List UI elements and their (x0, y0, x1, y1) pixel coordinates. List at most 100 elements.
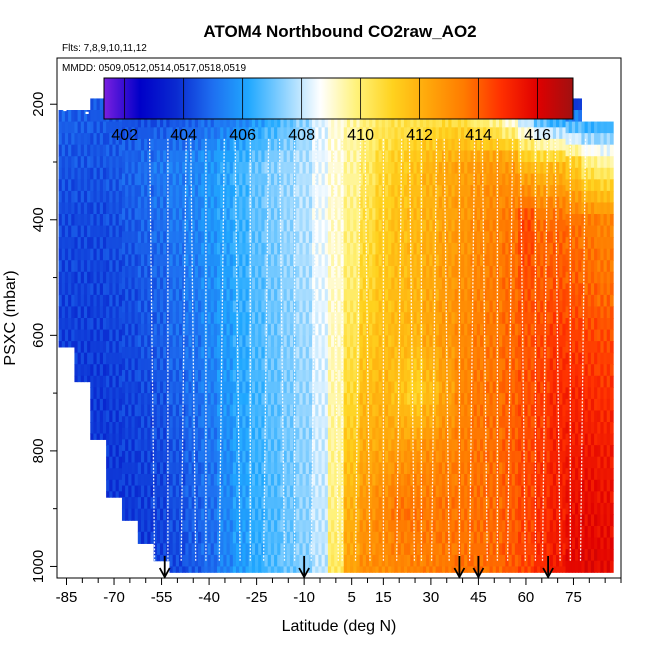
heatmap-cell (220, 462, 224, 475)
heatmap-cell (318, 497, 323, 510)
heatmap-cell (391, 277, 396, 290)
heatmap-cell (226, 289, 231, 302)
heatmap-cell (217, 474, 221, 487)
heatmap-cell (58, 225, 63, 238)
heatmap-cell (324, 450, 329, 464)
heatmap-cell (277, 508, 281, 521)
heatmap-cell (204, 404, 209, 417)
heatmap-cell (403, 150, 408, 163)
heatmap-cell (251, 289, 256, 302)
heatmap-cell (365, 254, 370, 267)
heatmap-cell (277, 162, 281, 175)
heatmap-cell (296, 508, 300, 521)
heatmap-cell (191, 254, 196, 267)
heatmap-cell (448, 554, 453, 568)
heatmap-cell (407, 543, 411, 556)
heatmap-cell (226, 138, 231, 152)
heatmap-cell (293, 566, 297, 573)
heatmap-cell (274, 219, 278, 232)
heatmap-cell (207, 185, 212, 198)
heatmap-cell (236, 474, 240, 487)
heatmap-cell (191, 208, 196, 221)
heatmap-cell (350, 277, 354, 290)
heatmap-cell (432, 219, 437, 232)
heatmap-cell (248, 335, 253, 348)
heatmap-cell (93, 214, 98, 227)
heatmap-cell (331, 427, 335, 440)
heatmap-cell (159, 231, 164, 244)
heatmap-cell (299, 543, 304, 556)
heatmap-cell (109, 248, 114, 261)
heatmap-cell (201, 485, 205, 498)
heatmap-cell (185, 381, 190, 394)
heatmap-cell (264, 508, 269, 521)
heatmap-cell (372, 404, 377, 417)
heatmap-cell (182, 520, 186, 533)
heatmap-cell (255, 185, 259, 198)
heatmap-cell (115, 202, 120, 215)
heatmap-cell (365, 439, 370, 452)
heatmap-cell (391, 300, 396, 313)
heatmap-cell (131, 474, 136, 487)
heatmap-cell (394, 439, 399, 452)
heatmap-cell (305, 138, 310, 152)
heatmap-cell (308, 474, 313, 487)
heatmap-cell (362, 381, 367, 394)
heatmap-cell (315, 370, 320, 383)
heatmap-cell (372, 150, 377, 163)
heatmap-cell (346, 427, 351, 440)
heatmap-cell (283, 508, 288, 521)
heatmap-cell (302, 289, 307, 302)
heatmap-cell (372, 277, 377, 290)
heatmap-cell (80, 306, 85, 319)
heatmap-cell (331, 173, 335, 186)
heatmap-cell (438, 312, 443, 325)
heatmap-cell (413, 497, 418, 510)
heatmap-cell (226, 439, 231, 452)
heatmap-cell (144, 242, 148, 256)
heatmap-cell (83, 144, 88, 157)
heatmap-cell (175, 497, 180, 510)
heatmap-cell (445, 370, 449, 383)
heatmap-cell (331, 450, 335, 464)
heatmap-cell (236, 543, 240, 556)
heatmap-cell (286, 474, 291, 487)
heatmap-cell (343, 185, 348, 198)
heatmap-cell (391, 393, 396, 406)
heatmap-cell (204, 219, 209, 232)
heatmap-cell (359, 185, 364, 198)
heatmap-cell (340, 439, 345, 452)
heatmap-cell (201, 508, 205, 521)
heatmap-cell (286, 300, 291, 313)
heatmap-cell (99, 294, 104, 308)
heatmap-cell (210, 289, 215, 302)
heatmap-cell (232, 566, 237, 573)
heatmap-cell (90, 179, 95, 192)
heatmap-cell (182, 439, 186, 452)
heatmap-cell (236, 300, 240, 313)
heatmap-cell (277, 531, 281, 544)
heatmap-cell (261, 346, 266, 360)
heatmap-cell (426, 127, 430, 140)
heatmap-cell (327, 404, 332, 417)
heatmap-cell (175, 162, 180, 175)
heatmap-cell (115, 398, 120, 412)
heatmap-cell (239, 427, 243, 440)
heatmap-cell (305, 300, 310, 313)
heatmap-cell (327, 208, 332, 221)
heatmap-cell (150, 277, 155, 290)
heatmap-cell (74, 190, 79, 204)
heatmap-cell (359, 208, 364, 221)
heatmap-cell (264, 497, 269, 510)
heatmap-cell (258, 427, 262, 440)
heatmap-cell (58, 167, 63, 180)
heatmap-cell (410, 242, 415, 256)
heatmap-cell (340, 404, 345, 417)
heatmap-cell (121, 138, 126, 152)
heatmap-cell (296, 312, 300, 325)
heatmap-cell (403, 277, 408, 290)
heatmap-cell (185, 300, 190, 313)
heatmap-cell (191, 219, 196, 232)
heatmap-cell (375, 277, 380, 290)
heatmap-cell (302, 358, 307, 371)
